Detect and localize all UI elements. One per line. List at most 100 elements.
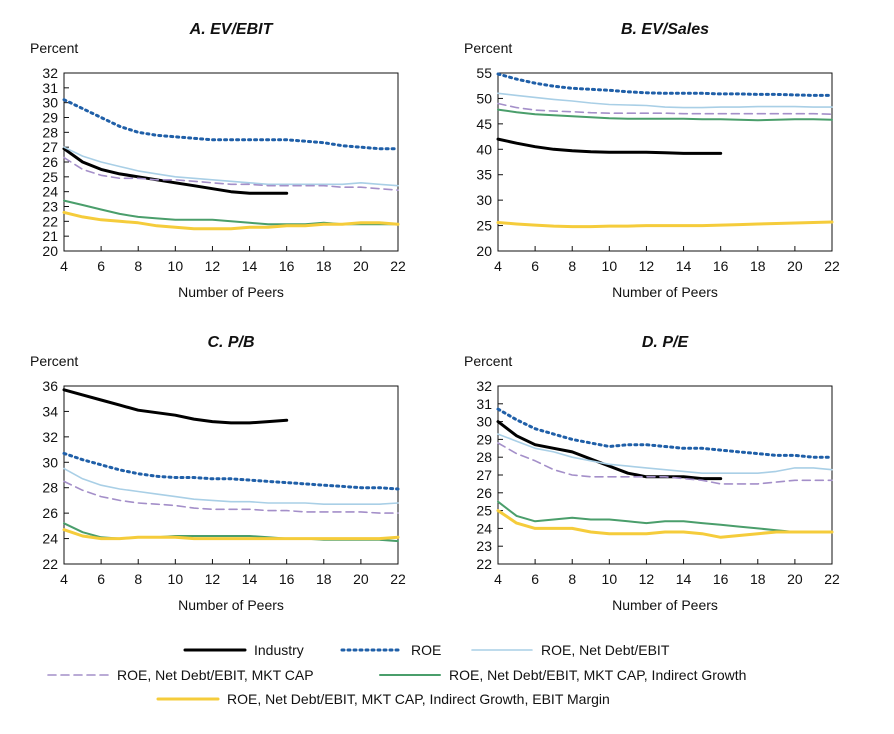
y-tick-label: 40	[476, 141, 492, 157]
x-tick-label: 8	[134, 571, 142, 587]
y-unit-label: Percent	[30, 353, 78, 369]
x-tick-label: 8	[568, 571, 576, 587]
x-tick-label: 18	[750, 258, 766, 274]
y-tick-label: 24	[42, 531, 58, 547]
x-tick-label: 20	[353, 258, 369, 274]
y-tick-label: 30	[42, 454, 58, 470]
y-tick-label: 31	[42, 80, 58, 96]
x-tick-label: 14	[242, 258, 258, 274]
y-tick-label: 25	[476, 503, 492, 519]
panel-c-p-b: C. P/B Percent 22 24 26 28 30 32 34 36 4 6 8 10 12 14 16…	[30, 334, 406, 613]
y-unit-label: Percent	[464, 353, 512, 369]
y-tick-label: 22	[42, 556, 58, 572]
x-axis-title: Number of Peers	[612, 284, 718, 300]
legend-label: ROE, Net Debt/EBIT	[541, 642, 670, 658]
series-line-roe-net-debt-ebit-mkt-cap	[63, 480, 399, 514]
y-unit-label: Percent	[464, 40, 512, 56]
legend-item-roe-net-debt-ebit: ROE, Net Debt/EBIT	[471, 642, 670, 658]
series-line-roe-net-debt-ebit	[497, 433, 833, 475]
legend-item-roe-net-debt-ebit-mkt-cap-indirect-growth: ROE, Net Debt/EBIT, MKT CAP, Indirect Gr…	[379, 667, 746, 683]
x-tick-label: 4	[494, 571, 502, 587]
x-tick-label: 22	[390, 258, 406, 274]
x-tick-label: 8	[568, 258, 576, 274]
chart-panels: A. EV/EBITPercent20212223242526272829303…	[30, 21, 840, 613]
panel-title: D. P/E	[642, 334, 690, 351]
y-tick-label: 26	[476, 485, 492, 501]
series-line-roe-net-debt-ebit-mkt-cap-indirect-growth	[497, 108, 833, 122]
x-tick-label: 14	[676, 258, 692, 274]
y-tick-label: 24	[42, 184, 58, 200]
y-tick-label: 30	[476, 192, 492, 208]
x-tick-label: 20	[787, 258, 803, 274]
series-line-roe-net-debt-ebit-mkt-cap	[497, 102, 833, 115]
y-tick-label: 25	[42, 169, 58, 185]
y-tick-label: 20	[476, 243, 492, 259]
x-tick-label: 20	[787, 571, 803, 587]
y-tick-label: 23	[42, 199, 58, 215]
series-line-roe-net-debt-ebit	[63, 467, 399, 506]
series-line-industry	[62, 388, 289, 425]
series-line-industry	[62, 147, 289, 195]
series-group	[62, 98, 400, 231]
x-tick-label: 4	[60, 258, 68, 274]
panel-title: C. P/B	[207, 334, 254, 351]
series-line-roe	[496, 72, 834, 97]
x-tick-label: 10	[602, 258, 618, 274]
legend-label: ROE, Net Debt/EBIT, MKT CAP, Indirect Gr…	[449, 667, 746, 683]
y-tick-label: 29	[476, 431, 492, 447]
legend-label: Industry	[254, 642, 304, 658]
legend: Industry ROE ROE, Net Debt/EBIT ROE, Net De…	[47, 642, 746, 707]
x-tick-label: 12	[205, 571, 221, 587]
y-tick-label: 36	[42, 378, 58, 394]
plot-frame	[497, 385, 833, 565]
legend-label: ROE	[411, 642, 441, 658]
series-line-roe	[496, 407, 834, 459]
series-line-roe	[62, 98, 400, 151]
y-tick-label: 45	[476, 116, 492, 132]
x-tick-label: 18	[750, 571, 766, 587]
legend-item-industry: Industry	[183, 642, 304, 658]
y-tick-label: 32	[42, 65, 58, 81]
panel-a-ev-ebit: A. EV/EBITPercent20212223242526272829303…	[30, 21, 406, 300]
x-axis-title: Number of Peers	[178, 284, 284, 300]
x-tick-label: 6	[531, 258, 539, 274]
series-line-industry	[496, 137, 723, 155]
x-tick-label: 22	[390, 571, 406, 587]
y-tick-label: 28	[476, 449, 492, 465]
x-tick-label: 12	[639, 571, 655, 587]
y-tick-label: 24	[476, 520, 492, 536]
y-tick-label: 34	[42, 403, 58, 419]
series-group	[62, 388, 400, 543]
series-line-roe	[62, 451, 400, 491]
y-tick-label: 22	[476, 556, 492, 572]
x-tick-label: 10	[168, 571, 184, 587]
legend-item-roe-net-debt-ebit-mkt-cap-indirect-growth-ebit-margin: ROE, Net Debt/EBIT, MKT CAP, Indirect Gr…	[156, 691, 610, 707]
series-line-industry	[496, 420, 723, 481]
y-tick-label: 35	[476, 167, 492, 183]
y-tick-label: 30	[476, 414, 492, 430]
series-line-roe-net-debt-ebit-mkt-cap-indirect-growth-ebit-margin	[62, 210, 400, 231]
x-tick-label: 12	[205, 258, 221, 274]
series-line-roe-net-debt-ebit-mkt-cap-indirect-growth-ebit-margin	[496, 220, 834, 229]
panel-b-ev-sales: B. EV/Sales Percent 20 25 30 35 40 45 50 55 4 6 8 10 1…	[464, 21, 840, 300]
y-tick-label: 26	[42, 505, 58, 521]
y-tick-label: 30	[42, 95, 58, 111]
series-line-roe-net-debt-ebit-mkt-cap	[63, 156, 399, 191]
y-tick-label: 29	[42, 110, 58, 126]
series-line-roe-net-debt-ebit-mkt-cap-indirect-growth-ebit-margin	[62, 528, 400, 541]
x-tick-label: 16	[713, 258, 729, 274]
x-tick-label: 14	[242, 571, 258, 587]
y-tick-label: 27	[42, 139, 58, 155]
y-tick-label: 31	[476, 396, 492, 412]
x-tick-label: 18	[316, 571, 332, 587]
x-tick-label: 20	[353, 571, 369, 587]
panel-title: B. EV/Sales	[621, 21, 709, 38]
series-line-roe-net-debt-ebit	[63, 146, 399, 187]
x-tick-label: 8	[134, 258, 142, 274]
y-unit-label: Percent	[30, 40, 78, 56]
y-tick-label: 22	[42, 213, 58, 229]
x-tick-label: 10	[168, 258, 184, 274]
x-tick-label: 16	[279, 571, 295, 587]
x-tick-label: 4	[60, 571, 68, 587]
